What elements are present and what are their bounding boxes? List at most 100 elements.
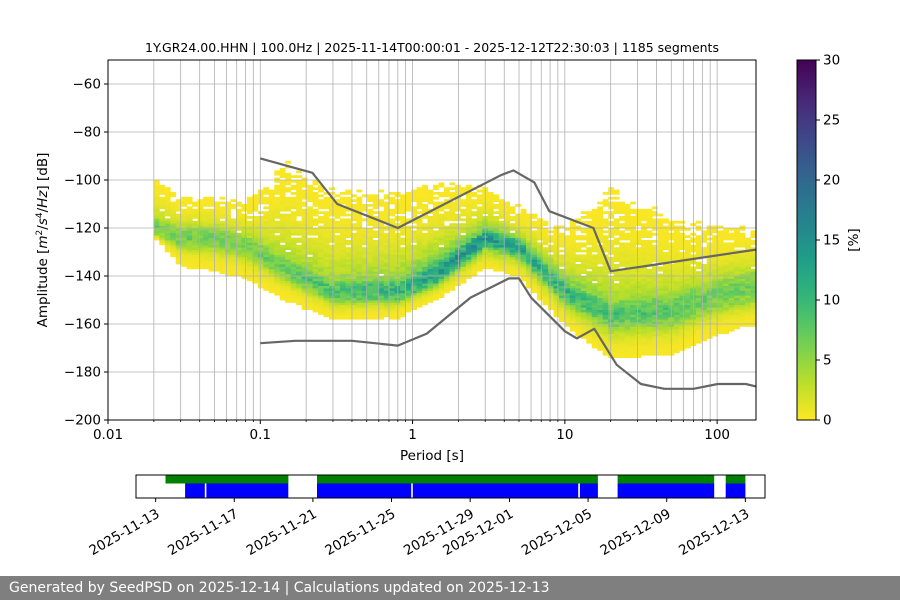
heatmap-cell <box>159 242 166 246</box>
x-axis-label: Period [s] <box>400 448 464 464</box>
timeline-date-label: 2025-11-17 <box>165 506 241 559</box>
heatmap-cell <box>175 254 182 258</box>
heatmap-cell <box>602 333 609 337</box>
heatmap-cell <box>334 312 341 315</box>
heatmap-cell <box>454 230 461 234</box>
heatmap-cell <box>476 206 483 210</box>
heatmap-cell <box>558 259 565 262</box>
heatmap-cell <box>400 252 407 255</box>
heatmap-cell <box>520 230 527 234</box>
heatmap-cell <box>318 300 324 303</box>
heatmap-cell <box>695 295 702 298</box>
heatmap-cell <box>651 266 658 270</box>
heatmap-cell <box>624 304 631 308</box>
heatmap-cell <box>641 235 647 238</box>
heatmap-cell <box>569 271 576 274</box>
heatmap-cell <box>203 228 209 231</box>
heatmap-cell <box>575 273 582 277</box>
heatmap-cell <box>608 292 615 296</box>
heatmap-cell <box>706 283 713 286</box>
heatmap-cell <box>673 297 680 301</box>
heatmap-cell <box>673 314 680 318</box>
heatmap-cell <box>526 213 532 217</box>
heatmap-cell <box>651 240 658 243</box>
heatmap-cell <box>225 216 231 219</box>
heatmap-cell <box>706 280 713 284</box>
heatmap-cell <box>263 240 270 243</box>
heatmap-cell <box>296 252 303 255</box>
heatmap-cell <box>739 309 746 313</box>
heatmap-cell <box>515 252 522 255</box>
heatmap-cell <box>613 228 620 231</box>
heatmap-cell <box>422 244 428 248</box>
heatmap-cell <box>312 196 319 200</box>
heatmap-cell <box>268 276 275 279</box>
heatmap-cell <box>318 247 324 250</box>
heatmap-cell <box>361 276 368 279</box>
heatmap-cell <box>274 180 281 183</box>
heatmap-cell <box>657 302 664 306</box>
heatmap-cell <box>422 285 428 289</box>
heatmap-cell <box>706 319 713 322</box>
heatmap-cell <box>662 319 669 322</box>
heatmap-cell <box>372 211 379 214</box>
heatmap-cell <box>443 228 450 231</box>
heatmap-cell <box>526 259 532 262</box>
heatmap-cell <box>504 204 511 207</box>
heatmap-cell <box>367 276 374 279</box>
heatmap-cell <box>526 218 532 222</box>
heatmap-cell <box>531 259 538 262</box>
heatmap-cell <box>181 247 188 250</box>
heatmap-cell <box>586 278 593 282</box>
heatmap-cell <box>635 290 642 294</box>
heatmap-cell <box>214 211 220 214</box>
heatmap-cell <box>646 271 653 274</box>
heatmap-cell <box>214 225 220 229</box>
heatmap-cell <box>290 220 297 224</box>
heatmap-cell <box>257 223 264 226</box>
heatmap-cell <box>318 235 324 238</box>
heatmap-cell <box>181 196 188 200</box>
heatmap-cell <box>750 292 757 296</box>
heatmap-cell <box>411 235 417 238</box>
heatmap-cell <box>372 268 379 272</box>
heatmap-cell <box>416 204 423 207</box>
heatmap-cell <box>329 290 335 294</box>
heatmap-cell <box>219 271 226 274</box>
heatmap-cell <box>290 288 297 291</box>
heatmap-cell <box>203 266 209 270</box>
heatmap-cell <box>542 302 549 306</box>
heatmap-cell <box>728 319 735 322</box>
heatmap-cell <box>279 232 286 236</box>
heatmap-cell <box>575 304 582 308</box>
heatmap-cell <box>372 199 379 202</box>
heatmap-cell <box>241 232 248 236</box>
heatmap-cell <box>329 292 335 296</box>
heatmap-cell <box>493 237 500 241</box>
heatmap-cell <box>613 256 620 260</box>
heatmap-cell <box>553 254 560 258</box>
heatmap-cell <box>750 295 757 298</box>
heatmap-cell <box>717 319 724 322</box>
heatmap-cell <box>723 261 730 265</box>
heatmap-cell <box>422 295 428 298</box>
heatmap-cell <box>312 242 319 246</box>
heatmap-cell <box>230 223 237 226</box>
heatmap-cell <box>225 261 231 265</box>
heatmap-cell <box>580 324 587 327</box>
heatmap-cell <box>635 326 642 330</box>
heatmap-cell <box>619 348 626 351</box>
heatmap-cell <box>290 184 297 188</box>
heatmap-cell <box>493 261 500 265</box>
heatmap-cell <box>350 235 357 238</box>
heatmap-cell <box>537 244 543 248</box>
heatmap-cell <box>547 300 554 303</box>
heatmap-cell <box>695 220 702 224</box>
heatmap-cell <box>558 285 565 289</box>
heatmap-cell <box>526 216 532 219</box>
heatmap-cell <box>427 290 434 294</box>
heatmap-cell <box>734 292 740 296</box>
heatmap-cell <box>712 280 719 284</box>
heatmap-cell <box>422 184 428 188</box>
heatmap-cell <box>613 307 620 310</box>
